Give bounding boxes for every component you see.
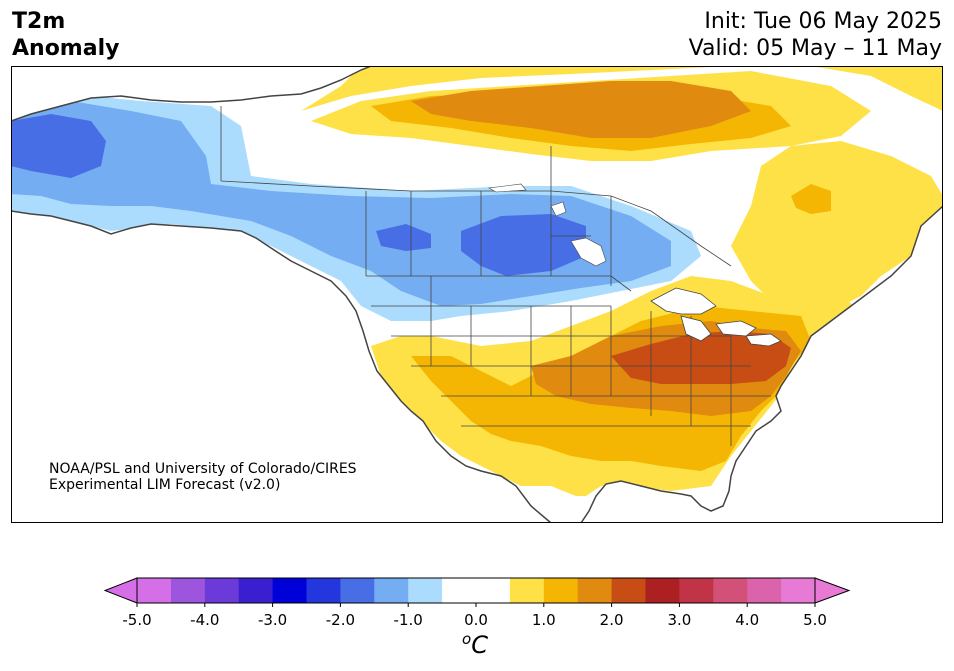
colorbar-tick-label: 2.0 bbox=[600, 611, 624, 629]
colorbar-swatch bbox=[577, 578, 613, 603]
colorbar-swatch bbox=[408, 578, 443, 603]
unit-degree: o bbox=[462, 630, 472, 648]
cold-anomaly-3-alaska bbox=[11, 114, 106, 178]
colorbar-swatch bbox=[781, 578, 816, 603]
colorbar-swatch bbox=[476, 578, 511, 603]
colorbar-swatch bbox=[509, 578, 545, 603]
colorbar-swatch bbox=[645, 578, 680, 603]
coastline bbox=[11, 66, 943, 523]
colorbar-swatches bbox=[137, 578, 816, 603]
title-variable-line1: T2m bbox=[12, 9, 66, 34]
init-date: Init: Tue 06 May 2025 bbox=[704, 9, 942, 34]
colorbar-swatch bbox=[137, 578, 172, 603]
cold-anomaly-3-alberta bbox=[376, 224, 431, 251]
colorbar-swatch bbox=[272, 578, 307, 603]
colorbar-swatch bbox=[238, 578, 274, 603]
colorbar-swatch bbox=[170, 578, 206, 603]
map-frame bbox=[11, 66, 943, 523]
colorbar-tick-label: -1.0 bbox=[394, 611, 423, 629]
colorbar-tick-label: 1.0 bbox=[532, 611, 556, 629]
colorbar-over-arrow bbox=[814, 577, 851, 604]
colorbar-swatch bbox=[747, 578, 782, 603]
great-lakes bbox=[650, 287, 782, 347]
colorbar-swatch bbox=[306, 578, 341, 603]
anomaly-fill-layer bbox=[11, 66, 943, 523]
colorbar-tick-label: 4.0 bbox=[735, 611, 759, 629]
political-borders bbox=[220, 106, 771, 446]
colorbar-swatch bbox=[611, 578, 646, 603]
credit-text: NOAA/PSL and University of Colorado/CIRE… bbox=[49, 461, 357, 493]
credit-line-2: Experimental LIM Forecast (v2.0) bbox=[49, 477, 281, 493]
colorbar-swatch bbox=[340, 578, 375, 603]
colorbar-tick-label: -3.0 bbox=[258, 611, 287, 629]
warm-anomaly-arctic-1 bbox=[301, 66, 943, 111]
warm-anomaly-quebec-core bbox=[791, 184, 831, 214]
unit-celsius: C bbox=[471, 631, 488, 659]
colorbar-tick-label: 5.0 bbox=[803, 611, 827, 629]
warm-anomaly-arctic-3 bbox=[411, 81, 751, 138]
colorbar-tick-label: -2.0 bbox=[326, 611, 355, 629]
colorbar-tick-label: -5.0 bbox=[122, 611, 151, 629]
colorbar-swatch bbox=[374, 578, 409, 603]
cold-anomaly-3-prairies bbox=[461, 214, 586, 276]
colorbar-swatch bbox=[713, 578, 748, 603]
colorbar-swatch bbox=[543, 578, 579, 603]
forecast-dates: Init: Tue 06 May 2025 Valid: 05 May – 11… bbox=[689, 8, 942, 62]
colorbar-under-arrow bbox=[103, 577, 138, 604]
map-title: T2m Anomaly bbox=[12, 8, 119, 62]
colorbar-swatch bbox=[442, 578, 477, 603]
colorbar-tick-label: 3.0 bbox=[667, 611, 691, 629]
title-variable-line2: Anomaly bbox=[12, 36, 120, 61]
inland-lakes bbox=[488, 183, 607, 267]
colorbar-swatch bbox=[679, 578, 714, 603]
credit-line-1: NOAA/PSL and University of Colorado/CIRE… bbox=[49, 461, 357, 477]
colorbar-unit-label: oC bbox=[462, 630, 488, 659]
colorbar-tick-label: -4.0 bbox=[190, 611, 219, 629]
anomaly-map bbox=[11, 66, 943, 523]
colorbar-swatch bbox=[204, 578, 240, 603]
valid-period: Valid: 05 May – 11 May bbox=[688, 36, 942, 61]
warm-anomaly-us-4 bbox=[611, 331, 791, 384]
colorbar-ticks: -5.0 -4.0 -3.0 -2.0 -1.0 0.0 1.0 2.0 3.0 4.0 5.0 bbox=[122, 603, 827, 629]
colorbar-tick-label: 0.0 bbox=[464, 611, 488, 629]
colorbar: -5.0 -4.0 -3.0 -2.0 -1.0 0.0 1.0 2.0 3.0 4.0 5.0 bbox=[103, 577, 851, 629]
warm-anomaly-quebec bbox=[731, 141, 943, 316]
